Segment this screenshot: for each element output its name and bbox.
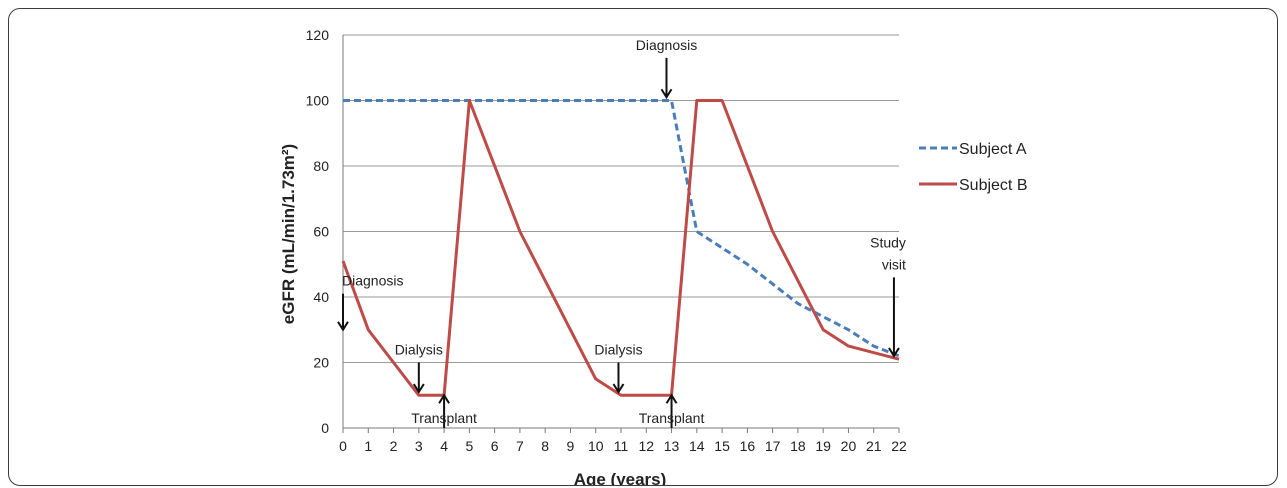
x-tick-label: 2 (390, 438, 398, 454)
annotation-label: Diagnosis (636, 37, 697, 53)
axes (342, 35, 900, 433)
y-tick-label: 100 (306, 93, 330, 109)
x-tick-label: 7 (516, 438, 524, 454)
x-tick-label: 22 (891, 438, 907, 454)
x-axis-tick-labels: 0 1 2 3 4 5 6 7 8 9 10 11 12 13 14 15 16 17 18 19 20 21 22 (339, 438, 907, 454)
x-tick-label: 5 (465, 438, 473, 454)
x-tick-label: 0 (339, 438, 347, 454)
x-axis-label: Age (years) (574, 470, 667, 486)
x-tick-label: 13 (664, 438, 680, 454)
y-tick-label: 40 (313, 289, 329, 305)
x-tick-label: 20 (841, 438, 857, 454)
annotation-arrowhead (660, 88, 673, 100)
annotations: Diagnosis Dialysis Transplant Dialysis Trans… (337, 37, 906, 428)
annotation-arrowhead (438, 393, 450, 404)
annotation-arrowhead (665, 393, 678, 404)
x-tick-label: 3 (415, 438, 423, 454)
annotation-label: visit (882, 256, 906, 272)
x-tick-label: 16 (740, 438, 756, 454)
y-tick-label: 80 (313, 158, 329, 174)
x-tick-label: 8 (541, 438, 549, 454)
annotation-label: Diagnosis (342, 273, 403, 289)
x-tick-label: 19 (815, 438, 831, 454)
data-series (341, 99, 900, 397)
annotation-label: Transplant (411, 410, 477, 426)
y-tick-label: 0 (321, 420, 329, 436)
x-tick-label: 21 (866, 438, 882, 454)
series-line-subject-b (341, 99, 900, 397)
legend-label: Subject B (959, 177, 1027, 194)
y-tick-label: 120 (306, 27, 330, 43)
y-axis-tick-labels: 0 20 40 60 80 100 120 (306, 27, 330, 436)
x-tick-label: 6 (491, 438, 499, 454)
x-tick-label: 10 (588, 438, 604, 454)
x-tick-label: 18 (790, 438, 806, 454)
y-tick-label: 60 (313, 224, 329, 240)
x-tick-label: 11 (614, 438, 629, 454)
x-tick-label: 9 (567, 438, 575, 454)
annotation-label: Dialysis (395, 342, 443, 358)
x-tick-label: 17 (765, 438, 781, 454)
x-tick-label: 12 (638, 438, 654, 454)
annotation-arrowhead (612, 383, 625, 394)
annotation-arrowhead (412, 383, 425, 394)
legend-label: Subject A (959, 141, 1027, 158)
x-tick-label: 4 (440, 438, 448, 454)
annotation-arrowhead (888, 347, 900, 358)
annotation-label: Study (870, 234, 906, 250)
figure-frame: 0 20 40 60 80 100 120 0 1 2 3 4 5 6 7 8 9 10 11 12 13 14 15 16… (8, 8, 1278, 486)
x-tick-label: 15 (714, 438, 730, 454)
y-axis-label: eGFR (mL/min/1.73m²) (279, 144, 298, 324)
legend: Subject A Subject B (919, 141, 1027, 194)
x-tick-label: 14 (689, 438, 705, 454)
y-tick-label: 20 (313, 355, 329, 371)
x-tick-label: 1 (364, 438, 372, 454)
annotation-arrowhead (337, 321, 349, 332)
annotation-label: Dialysis (594, 342, 642, 358)
annotation-label: Transplant (639, 410, 705, 426)
series-line-subject-a (343, 99, 900, 358)
